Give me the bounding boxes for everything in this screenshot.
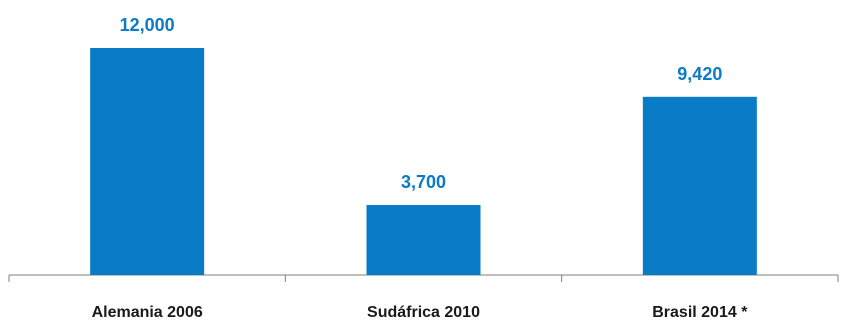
x-tick-label: Sudáfrica 2010 [367,304,480,321]
bar [366,205,481,275]
bar-value-label: 9,420 [677,64,722,84]
x-tick-label: Alemania 2006 [92,304,203,321]
x-tick-label: Brasil 2014 * [652,304,748,321]
x-axis-ticks [8,275,839,282]
bar [642,96,757,276]
value-labels-group: 12,000 3,700 9,420 [120,15,723,192]
bar-value-label: 3,700 [401,172,446,192]
category-labels-group: Alemania 2006 Sudáfrica 2010 Brasil 2014 * [92,304,749,321]
bar-value-label: 12,000 [120,15,175,35]
bar [90,48,205,275]
bars-group [90,48,757,276]
